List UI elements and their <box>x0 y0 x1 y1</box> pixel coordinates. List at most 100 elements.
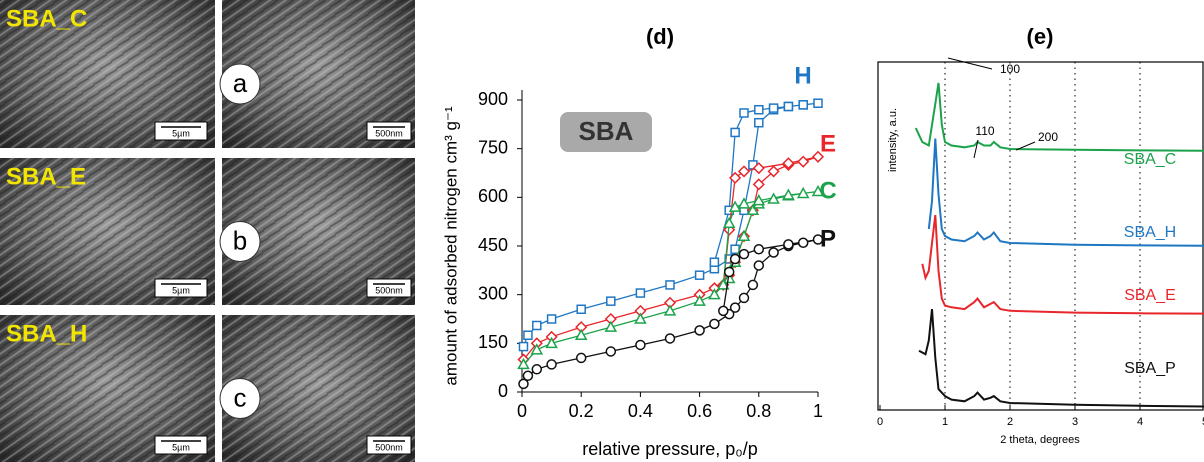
annotation: 110 <box>975 124 994 138</box>
marker <box>606 296 616 306</box>
y-tick-label: 300 <box>478 283 508 303</box>
marker <box>783 101 794 112</box>
panel-badge <box>219 63 261 105</box>
marker <box>782 157 795 170</box>
marker <box>752 194 766 206</box>
marker <box>665 280 675 290</box>
marker <box>813 98 823 108</box>
marker <box>575 352 587 364</box>
marker <box>782 188 795 200</box>
series-label: P <box>820 225 836 252</box>
marker <box>663 304 677 316</box>
series-label: C <box>819 177 836 204</box>
marker <box>783 239 794 250</box>
series-label: SBA_P <box>1124 360 1176 377</box>
panel-letter: c <box>234 382 247 412</box>
y-tick-label: 150 <box>478 332 508 352</box>
x-tick-label: 0.6 <box>687 401 712 421</box>
annotation-box <box>560 112 652 152</box>
marker <box>811 150 825 163</box>
series-label: SBA_E <box>1124 287 1176 304</box>
marker <box>694 270 705 280</box>
marker <box>798 100 808 110</box>
marker <box>768 247 779 258</box>
marker <box>518 378 529 390</box>
marker <box>746 203 760 216</box>
y-tick-label: 900 <box>478 89 508 109</box>
marker <box>605 346 617 357</box>
marker <box>752 178 765 191</box>
marker <box>693 294 706 306</box>
marker <box>723 266 735 278</box>
marker <box>796 186 810 199</box>
sample-label: SBA_H <box>6 320 87 347</box>
sample-label: SBA_E <box>6 163 86 190</box>
marker <box>604 320 618 332</box>
y-axis-label: intensity, a.u. <box>887 108 899 172</box>
marker <box>737 197 751 209</box>
marker <box>754 117 764 128</box>
x-tick-label: 0.2 <box>569 401 594 421</box>
marker <box>694 325 705 336</box>
marker <box>532 320 542 331</box>
scale-label: 500nm <box>375 285 403 295</box>
panel-badge <box>219 378 261 419</box>
marker <box>522 370 534 382</box>
marker <box>753 243 765 255</box>
marker <box>739 108 749 118</box>
marker <box>664 333 676 344</box>
marker <box>752 162 765 175</box>
chart-title: (d) <box>646 24 674 49</box>
x-tick-label: 0.8 <box>746 401 771 421</box>
scale-label: 5µm <box>172 285 190 295</box>
series-line <box>918 308 1204 408</box>
marker <box>530 343 544 355</box>
marker <box>635 339 646 351</box>
marker <box>738 248 750 260</box>
x-tick-label: 4 <box>1137 416 1143 428</box>
scale-label: 5µm <box>172 128 190 138</box>
marker <box>531 364 543 375</box>
series-label: SBA_C <box>1124 151 1176 168</box>
x-tick-label: 3 <box>1072 416 1078 428</box>
x-axis-label: 2 theta, degrees <box>1000 434 1080 446</box>
marker <box>709 318 720 330</box>
series-label: SBA_H <box>1124 224 1176 241</box>
y-tick-label: 600 <box>478 186 508 206</box>
marker <box>576 304 586 315</box>
marker <box>754 104 764 115</box>
y-tick-label: 0 <box>498 381 508 401</box>
annotation-arrow <box>947 57 993 70</box>
y-axis-label: amount of adsorbed nitrogen cm³ g⁻¹ <box>441 106 460 386</box>
marker <box>729 253 741 265</box>
x-tick-label: 1 <box>942 416 948 428</box>
series-label: E <box>820 130 836 157</box>
annotation: SBA <box>579 116 634 146</box>
series-line <box>927 138 1204 247</box>
marker <box>722 271 736 284</box>
chart-title: (e) <box>1027 24 1054 49</box>
marker <box>717 278 730 290</box>
scale-label: 5µm <box>172 442 190 452</box>
marker <box>635 288 646 298</box>
marker <box>722 216 736 229</box>
marker <box>634 312 647 324</box>
marker <box>797 155 810 168</box>
y-tick-label: 450 <box>478 235 508 255</box>
marker <box>574 328 588 340</box>
x-tick-label: 5 <box>1202 416 1204 428</box>
marker <box>767 165 780 178</box>
marker <box>737 229 751 242</box>
marker <box>737 165 751 178</box>
series-label: H <box>794 62 811 89</box>
marker <box>747 279 759 291</box>
marker <box>546 314 557 324</box>
series-line <box>914 82 1204 152</box>
marker <box>518 341 529 352</box>
marker <box>767 192 780 204</box>
marker <box>729 171 742 184</box>
sample-label: SBA_C <box>6 5 87 32</box>
marker <box>523 330 533 340</box>
marker <box>718 305 729 317</box>
plot-frame <box>877 61 1204 411</box>
